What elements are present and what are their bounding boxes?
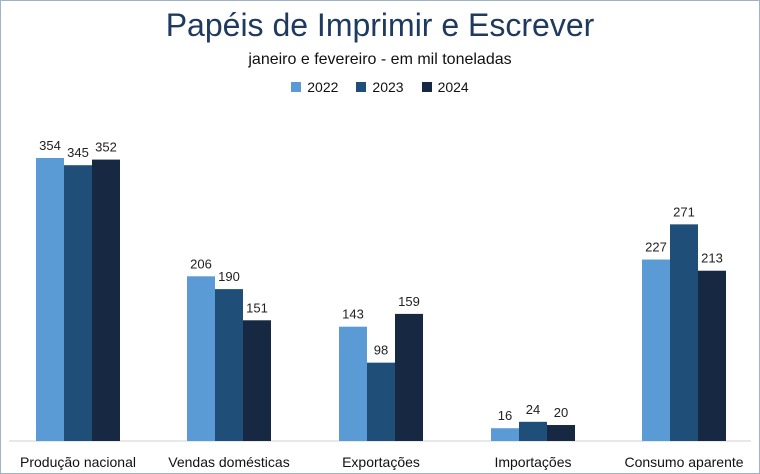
chart-title: Papéis de Imprimir e Escrever bbox=[165, 7, 595, 43]
legend-item-2023: 2023 bbox=[356, 79, 404, 95]
chart-legend: 2022 2023 2024 bbox=[1, 79, 759, 95]
value-label-2024-3: 20 bbox=[554, 405, 568, 420]
value-label-2022-0: 354 bbox=[39, 138, 61, 153]
legend-item-2024: 2024 bbox=[421, 79, 469, 95]
value-label-2022-2: 143 bbox=[342, 307, 364, 322]
bar-2023-2 bbox=[367, 362, 395, 441]
value-label-2024-2: 159 bbox=[398, 294, 420, 309]
bar-2023-4 bbox=[670, 224, 698, 441]
bar-2022-3 bbox=[491, 428, 519, 441]
bar-2022-4 bbox=[642, 259, 670, 441]
legend-swatch-2024 bbox=[421, 82, 432, 92]
bar-2022-2 bbox=[339, 326, 367, 441]
category-label-0: Produção nacional bbox=[20, 454, 136, 470]
category-label-1: Vendas domésticas bbox=[168, 454, 289, 470]
value-label-2023-4: 271 bbox=[673, 204, 695, 219]
category-label-4: Consumo aparente bbox=[624, 454, 743, 470]
bar-2024-1 bbox=[243, 320, 271, 441]
value-label-2022-4: 227 bbox=[645, 240, 667, 255]
value-label-2023-0: 345 bbox=[67, 145, 89, 160]
value-label-2024-4: 213 bbox=[701, 251, 723, 266]
value-label-2022-1: 206 bbox=[190, 256, 212, 271]
bar-2023-3 bbox=[519, 421, 547, 441]
bar-2022-0 bbox=[36, 158, 64, 441]
bar-2022-1 bbox=[187, 276, 215, 441]
value-label-2024-1: 151 bbox=[246, 300, 268, 315]
legend-item-2022: 2022 bbox=[291, 79, 338, 95]
value-label-2022-3: 16 bbox=[498, 408, 512, 423]
value-label-2023-2: 98 bbox=[374, 343, 388, 358]
value-label-2024-0: 352 bbox=[95, 140, 117, 155]
category-label-3: Importações bbox=[494, 454, 571, 470]
legend-swatch-2022 bbox=[291, 82, 302, 92]
bar-2024-4 bbox=[698, 270, 726, 441]
legend-swatch-2023 bbox=[356, 82, 367, 92]
bar-2023-1 bbox=[215, 289, 243, 441]
bar-2024-3 bbox=[547, 425, 575, 441]
legend-label-2023: 2023 bbox=[372, 79, 404, 95]
chart-subtitle: janeiro e fevereiro - em mil toneladas bbox=[248, 51, 512, 68]
bar-2024-2 bbox=[395, 313, 423, 441]
bar-2024-0 bbox=[92, 159, 120, 441]
value-label-2023-1: 190 bbox=[218, 269, 240, 284]
legend-label-2022: 2022 bbox=[307, 79, 339, 95]
bar-2023-0 bbox=[64, 165, 92, 441]
category-label-2: Exportações bbox=[342, 454, 420, 470]
value-label-2023-3: 24 bbox=[526, 402, 540, 417]
legend-label-2024: 2024 bbox=[437, 79, 469, 95]
